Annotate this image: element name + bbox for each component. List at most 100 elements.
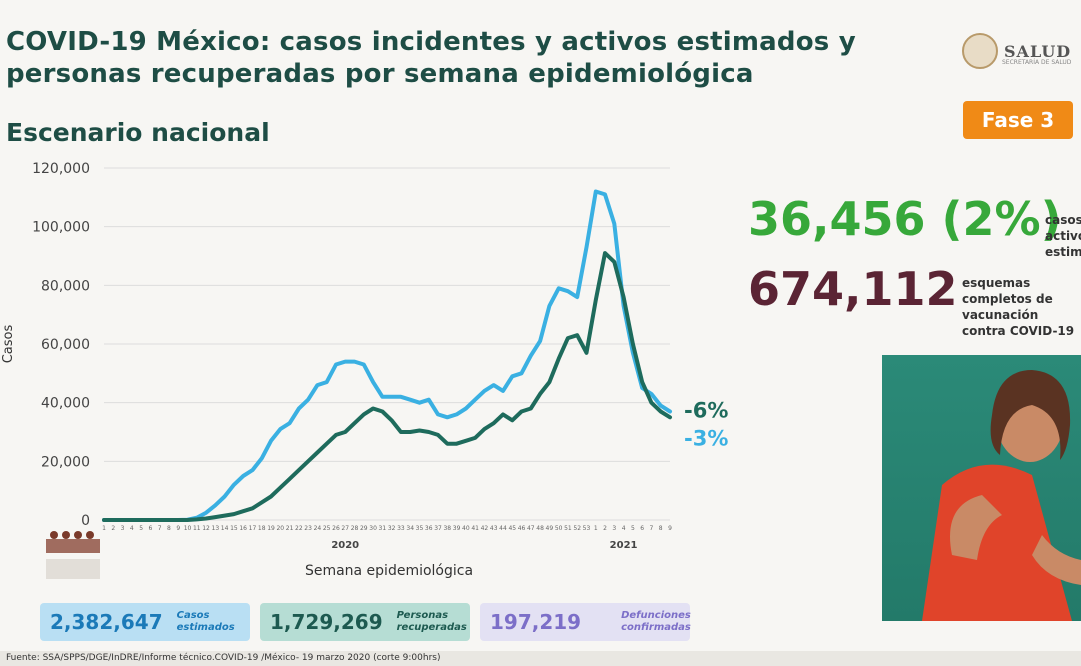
- x-tick-label: 32: [388, 525, 396, 532]
- x-tick-label: 42: [481, 525, 489, 532]
- x-tick-label: 14: [221, 525, 229, 532]
- summary-cases-label: Casos estimados: [176, 610, 235, 633]
- sign-language-interpreter-video: [882, 355, 1081, 621]
- x-tick-label: 17: [249, 525, 257, 532]
- x-tick-label: 8: [167, 525, 171, 532]
- x-tick-label: 11: [193, 525, 201, 532]
- summary-recovered-value: 1,729,269: [270, 610, 383, 634]
- x-tick-label: 49: [546, 525, 554, 532]
- x-tick-label: 39: [453, 525, 461, 532]
- x-tick-label: 33: [397, 525, 405, 532]
- y-tick-label: 40,000: [41, 396, 90, 412]
- x-tick-label: 1: [594, 525, 598, 532]
- x-tick-label: 3: [121, 525, 125, 532]
- x-tick-label: 12: [202, 525, 210, 532]
- x-tick-label: 21: [286, 525, 294, 532]
- x-tick-label: 31: [379, 525, 387, 532]
- x-tick-label: 53: [583, 525, 591, 532]
- y-tick-label: 0: [81, 513, 90, 529]
- x-tick-label: 2: [111, 525, 115, 532]
- x-tick-label: 38: [443, 525, 451, 532]
- x-tick-label: 24: [314, 525, 322, 532]
- x-tick-label: 19: [267, 525, 275, 532]
- x-tick-label: 26: [332, 525, 340, 532]
- x-tick-label: 47: [527, 525, 535, 532]
- x-tick-label: 41: [471, 525, 479, 532]
- y-tick-label: 20,000: [41, 454, 90, 470]
- x-tick-label: 6: [640, 525, 644, 532]
- series-line: [102, 251, 672, 522]
- x-tick-label: 43: [490, 525, 498, 532]
- x-tick-label: 2: [603, 525, 607, 532]
- x-tick-label: 5: [631, 525, 635, 532]
- x-tick-label: 9: [668, 525, 672, 532]
- x-axis-label: Semana epidemiológica: [305, 563, 473, 579]
- x-tick-label: 25: [323, 525, 331, 532]
- x-tick-label: 37: [434, 525, 442, 532]
- x-tick-label: 7: [650, 525, 654, 532]
- x-tick-label: 3: [612, 525, 616, 532]
- x-tick-label: 1: [102, 525, 106, 532]
- x-tick-label: 6: [148, 525, 152, 532]
- x-tick-label: 46: [518, 525, 526, 532]
- x-tick-label: 48: [536, 525, 544, 532]
- summary-recovered-label: Personas recuperadas: [396, 610, 467, 633]
- x-tick-label: 36: [425, 525, 433, 532]
- active-cases-value: 36,456 (2%): [748, 192, 1062, 246]
- x-tick-label: 30: [369, 525, 377, 532]
- logo-subtext: SECRETARÍA DE SALUD: [1002, 59, 1072, 66]
- x-tick-label: 16: [239, 525, 247, 532]
- x-tick-label: 35: [416, 525, 424, 532]
- summary-deaths-value: 197,219: [490, 610, 582, 634]
- series-end-label: -6%: [684, 398, 728, 422]
- page-title: COVID-19 México: casos incidentes y acti…: [6, 27, 856, 89]
- x-tick-label: 50: [555, 525, 563, 532]
- y-tick-label: 60,000: [41, 337, 90, 353]
- x-tick-label: 28: [351, 525, 359, 532]
- emblem-icon: [42, 525, 104, 585]
- x-tick-label: 4: [130, 525, 134, 532]
- x-tick-label: 40: [462, 525, 470, 532]
- line-chart: 0 20,000 40,000 60,000 80,000 100,000 120,000 1…: [1, 161, 728, 579]
- x-tick-label: 5: [139, 525, 143, 532]
- x-tick-label: 18: [258, 525, 266, 532]
- page-subtitle: Escenario nacional: [6, 118, 270, 147]
- x-tick-label: 29: [360, 525, 368, 532]
- x-tick-label: 45: [508, 525, 516, 532]
- x-tick-label: 27: [341, 525, 349, 532]
- logo-name: SALUD: [1004, 41, 1072, 61]
- x-tick-label: 7: [158, 525, 162, 532]
- x-tick-label: 23: [304, 525, 312, 532]
- x-tick-label: 22: [295, 525, 303, 532]
- summary-cases-value: 2,382,647: [50, 610, 163, 634]
- seal-icon: [962, 33, 998, 69]
- phase-badge: Fase 3: [963, 101, 1073, 139]
- series-line: [102, 189, 672, 522]
- x-tick-label: 52: [573, 525, 581, 532]
- year-label: 2021: [610, 540, 638, 551]
- x-tick-label: 20: [276, 525, 284, 532]
- summary-deaths-box: 197,219 Defunciones confirmadas: [480, 603, 691, 641]
- x-tick-label: 44: [499, 525, 507, 532]
- x-tick-label: 10: [184, 525, 192, 532]
- salud-logo: SALUD SECRETARÍA DE SALUD: [962, 33, 1071, 69]
- x-tick-label: 13: [212, 525, 220, 532]
- y-axis-label: Casos: [1, 325, 16, 364]
- x-tick-label: 51: [564, 525, 572, 532]
- vaccination-value: 674,112: [748, 262, 958, 316]
- x-tick-label: 8: [659, 525, 663, 532]
- active-cases-label: casos activos estimados: [1045, 213, 1081, 259]
- x-tick-label: 34: [406, 525, 414, 532]
- vaccination-label: esquemas completos de vacunación contra …: [962, 276, 1075, 338]
- y-tick-label: 80,000: [41, 278, 90, 294]
- summary-cases-box: 2,382,647 Casos estimados: [40, 603, 250, 641]
- source-footer: Fuente: SSA/SPPS/DGE/InDRE/Informe técni…: [0, 651, 1081, 666]
- summary-recovered-box: 1,729,269 Personas recuperadas: [260, 603, 470, 641]
- summary-deaths-label: Defunciones confirmadas: [621, 610, 691, 633]
- series-end-label: -3%: [684, 426, 728, 450]
- x-tick-label: 9: [176, 525, 180, 532]
- x-tick-label: 15: [230, 525, 238, 532]
- year-label: 2020: [331, 540, 359, 551]
- y-tick-label: 120,000: [32, 161, 90, 177]
- y-tick-label: 100,000: [32, 220, 90, 236]
